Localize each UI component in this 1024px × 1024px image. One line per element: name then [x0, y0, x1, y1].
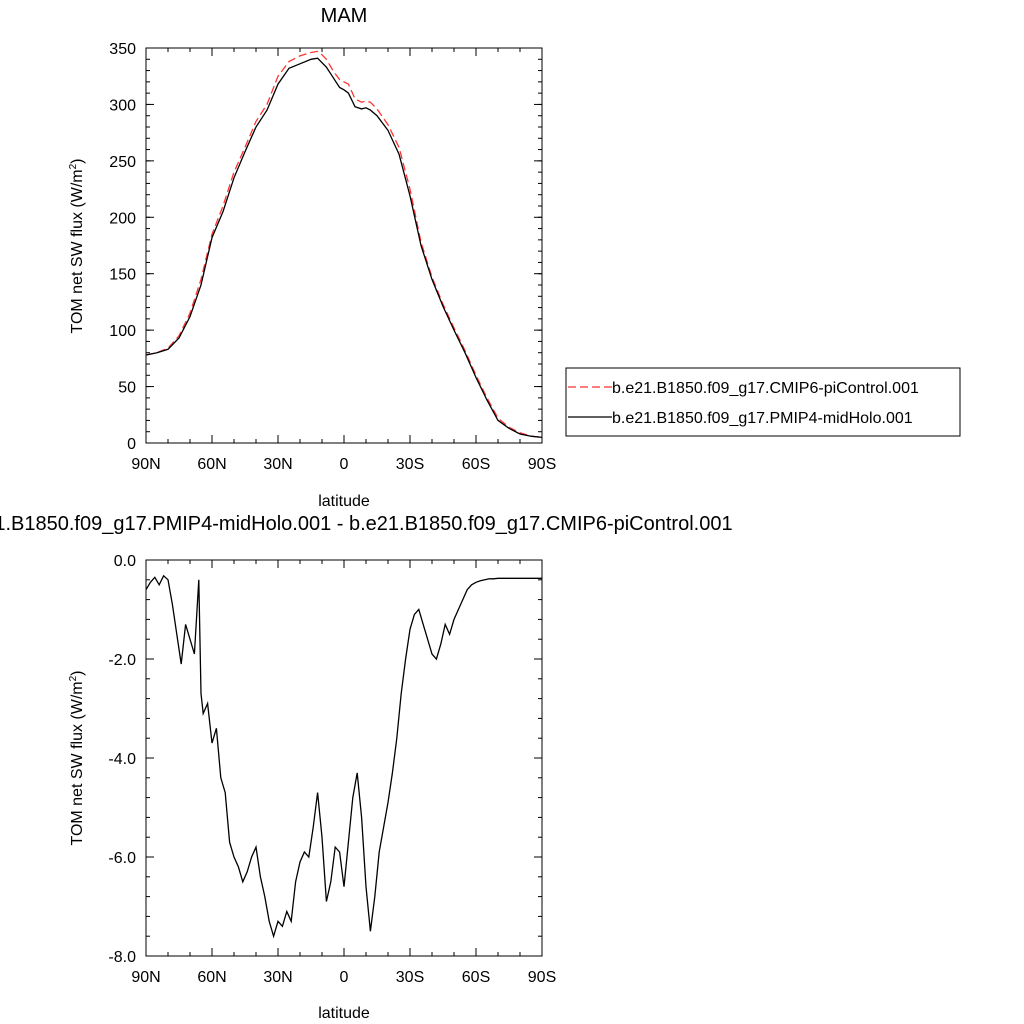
- bottom-x-tick-label: 90N: [131, 969, 160, 986]
- top-chart-title: MAM: [321, 5, 368, 27]
- legend-label-midholo: b.e21.B1850.f09_g17.PMIP4-midHolo.001: [612, 410, 913, 427]
- legend: b.e21.B1850.f09_g17.CMIP6-piControl.001 …: [565, 367, 961, 437]
- bottom-x-tick-label: 60S: [462, 969, 490, 986]
- top-y-axis-label-suffix: ): [69, 158, 86, 163]
- top-x-tick-label: 30S: [396, 456, 424, 473]
- top-y-tick-label: 100: [109, 323, 136, 340]
- bottom-x-tick-label: 30S: [396, 969, 424, 986]
- bottom-y-axis-label: TOM net SW flux (W/m2): [68, 670, 86, 845]
- bottom-plot-area: 90N 60N 30N 0 30S 60S 90S 0.0 -2.0 -4.0 -6.0 -8.0: [108, 553, 556, 986]
- bottom-x-tick-label: 0: [340, 969, 349, 986]
- bottom-y-axis-label-sup: 2: [68, 675, 79, 681]
- top-y-axis-label-main: TOM net SW flux (W/m: [69, 169, 86, 333]
- top-y-axis-label: TOM net SW flux (W/m2): [68, 158, 86, 333]
- bottom-y-tick-label: -4.0: [108, 751, 136, 768]
- bottom-y-tick-label: -2.0: [108, 652, 136, 669]
- top-y-tick-label: 0: [127, 436, 136, 453]
- top-plot-area: 90N 60N 30N 0 30S 60S 90S 0 50 100 150 200 250 300 350: [109, 41, 556, 473]
- top-x-tick-label: 30N: [263, 456, 292, 473]
- top-series-line-1: [145, 57, 543, 439]
- top-plot-frame: [145, 47, 543, 444]
- bottom-y-axis-label-suffix: ): [69, 670, 86, 675]
- bottom-series-line-0: [145, 574, 542, 939]
- top-x-tick-label: 60S: [462, 456, 490, 473]
- bottom-panel: b.e21.B1850.f09_g17.PMIP4-midHolo.001 - …: [0, 513, 733, 1022]
- bottom-y-axis-label-main: TOM net SW flux (W/m: [69, 681, 86, 845]
- top-x-tick-label: 0: [340, 456, 349, 473]
- top-x-axis-label: latitude: [318, 493, 370, 510]
- top-y-tick-label: 350: [109, 41, 136, 58]
- top-y-tick-label: 200: [109, 210, 136, 227]
- top-y-tick-label: 150: [109, 267, 136, 284]
- bottom-chart-title: b.e21.B1850.f09_g17.PMIP4-midHolo.001 - …: [0, 513, 733, 535]
- top-x-tick-label: 90N: [131, 456, 160, 473]
- bottom-x-tick-label: 90S: [528, 969, 556, 986]
- bottom-x-tick-label: 60N: [197, 969, 226, 986]
- top-panel: MAM 90N 60N 30N 0 30S 60S 90S 0 50 100 150 200 250 30…: [68, 5, 961, 510]
- top-x-tick-label: 90S: [528, 456, 556, 473]
- bottom-plot-frame: [145, 559, 543, 957]
- top-y-tick-label: 50: [118, 380, 136, 397]
- bottom-x-axis-label: latitude: [318, 1005, 370, 1022]
- top-x-tick-label: 60N: [197, 456, 226, 473]
- bottom-x-tick-label: 30N: [263, 969, 292, 986]
- top-y-tick-label: 300: [109, 97, 136, 114]
- bottom-y-tick-label: 0.0: [114, 553, 136, 570]
- bottom-y-tick-label: -8.0: [108, 949, 136, 966]
- legend-box: [565, 367, 961, 437]
- top-y-axis-label-sup: 2: [68, 163, 79, 169]
- top-series-line-0: [145, 50, 543, 439]
- legend-label-pictrl: b.e21.B1850.f09_g17.CMIP6-piControl.001: [612, 380, 919, 397]
- top-y-tick-label: 250: [109, 154, 136, 171]
- bottom-y-tick-label: -6.0: [108, 850, 136, 867]
